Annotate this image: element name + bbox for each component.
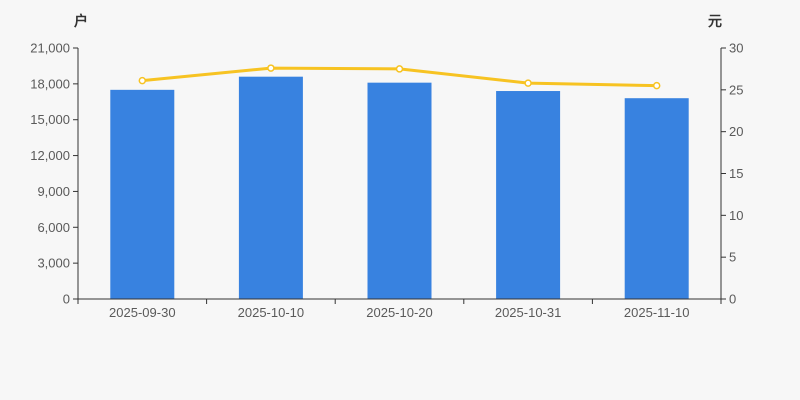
right-axis-tick-label: 30 xyxy=(729,41,743,56)
price-marker-2025-10-31[interactable] xyxy=(524,79,532,87)
bar-2025-10-31[interactable] xyxy=(496,91,561,300)
right-axis-tick-label: 5 xyxy=(729,250,736,265)
bar-2025-09-30[interactable] xyxy=(110,89,175,299)
bar-2025-10-20[interactable] xyxy=(367,82,432,300)
left-axis-tick-label: 0 xyxy=(63,292,70,307)
right-axis-tick-label: 20 xyxy=(729,124,743,139)
bar-2025-11-10[interactable] xyxy=(624,98,689,299)
left-axis-tick-label: 9,000 xyxy=(37,184,70,199)
bar-2025-10-10[interactable] xyxy=(238,76,303,299)
price-marker-2025-10-10[interactable] xyxy=(267,64,275,72)
left-axis-tick-label: 3,000 xyxy=(37,256,70,271)
left-axis-tick-label: 21,000 xyxy=(30,41,70,56)
price-marker-2025-10-20[interactable] xyxy=(395,65,404,73)
x-axis-category-label: 2025-09-30 xyxy=(109,305,176,320)
x-axis-category-label: 2025-10-20 xyxy=(366,305,433,320)
right-axis-tick-label: 0 xyxy=(729,292,736,307)
right-axis-tick-label: 10 xyxy=(729,208,743,223)
left-axis-tick-label: 6,000 xyxy=(37,220,70,235)
left-axis-tick-label: 15,000 xyxy=(30,112,70,127)
price-marker-2025-11-10[interactable] xyxy=(652,81,661,90)
x-axis-category-label: 2025-11-10 xyxy=(624,305,690,320)
right-axis-tick-label: 15 xyxy=(729,166,743,181)
left-axis-tick-label: 12,000 xyxy=(30,148,70,163)
right-axis-unit-label: 元 xyxy=(708,13,722,29)
price-marker-2025-09-30[interactable] xyxy=(138,76,147,85)
right-axis-tick-label: 25 xyxy=(729,82,743,97)
x-axis-category-label: 2025-10-31 xyxy=(495,305,562,320)
left-axis-tick-label: 18,000 xyxy=(30,76,70,91)
x-axis-category-label: 2025-10-10 xyxy=(238,305,305,320)
left-axis-unit-label: 户 xyxy=(74,13,88,29)
